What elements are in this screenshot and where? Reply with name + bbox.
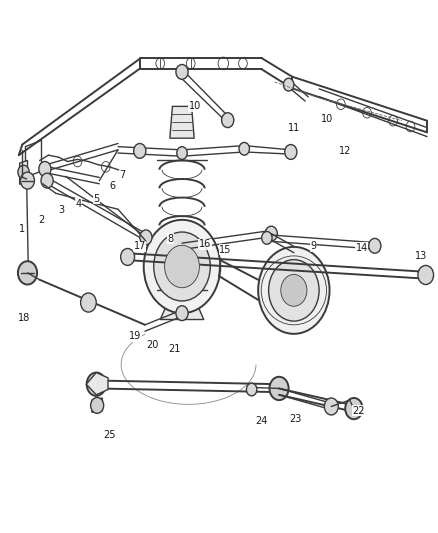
- Circle shape: [269, 377, 289, 400]
- Polygon shape: [170, 107, 194, 138]
- Text: 8: 8: [167, 234, 173, 244]
- Polygon shape: [160, 305, 204, 319]
- Text: 20: 20: [147, 340, 159, 350]
- Text: 17: 17: [134, 241, 146, 252]
- Text: 9: 9: [311, 241, 317, 252]
- Polygon shape: [92, 398, 102, 413]
- Polygon shape: [20, 160, 28, 184]
- Circle shape: [18, 165, 29, 179]
- Text: 13: 13: [415, 251, 427, 261]
- Text: 24: 24: [255, 416, 268, 426]
- Circle shape: [81, 293, 96, 312]
- Text: 19: 19: [129, 332, 141, 342]
- Circle shape: [41, 173, 53, 188]
- Circle shape: [222, 113, 234, 127]
- Circle shape: [140, 230, 152, 245]
- Circle shape: [39, 161, 51, 176]
- Text: 12: 12: [339, 146, 351, 156]
- Circle shape: [283, 78, 294, 91]
- Circle shape: [87, 373, 106, 396]
- Circle shape: [265, 226, 277, 241]
- Text: 22: 22: [352, 406, 364, 416]
- Circle shape: [154, 232, 210, 301]
- Text: 23: 23: [289, 414, 301, 424]
- Circle shape: [239, 142, 250, 155]
- Circle shape: [258, 247, 329, 334]
- Polygon shape: [86, 373, 108, 395]
- Text: 11: 11: [288, 123, 300, 133]
- Text: 14: 14: [356, 243, 368, 253]
- Circle shape: [21, 172, 35, 189]
- Circle shape: [176, 64, 188, 79]
- Circle shape: [134, 143, 146, 158]
- Circle shape: [418, 265, 434, 285]
- Circle shape: [324, 398, 338, 415]
- Circle shape: [176, 306, 188, 320]
- Text: 7: 7: [119, 171, 126, 180]
- Text: 18: 18: [18, 313, 30, 324]
- Text: 21: 21: [169, 344, 181, 354]
- Text: 1: 1: [19, 224, 25, 235]
- Text: 10: 10: [189, 101, 201, 111]
- Text: 25: 25: [103, 430, 116, 440]
- Circle shape: [177, 147, 187, 159]
- Circle shape: [281, 274, 307, 306]
- Circle shape: [165, 245, 199, 288]
- Text: 3: 3: [58, 205, 64, 215]
- Text: 15: 15: [219, 245, 232, 255]
- Circle shape: [91, 398, 104, 414]
- Circle shape: [285, 144, 297, 159]
- Circle shape: [144, 220, 220, 313]
- Text: 2: 2: [38, 215, 45, 225]
- Text: 10: 10: [321, 114, 333, 124]
- Circle shape: [261, 231, 272, 244]
- Text: 16: 16: [199, 239, 211, 249]
- Text: 5: 5: [93, 193, 99, 204]
- Circle shape: [247, 383, 257, 396]
- Circle shape: [268, 260, 319, 321]
- Circle shape: [369, 238, 381, 253]
- Circle shape: [18, 261, 37, 285]
- Text: 4: 4: [76, 199, 82, 209]
- Text: 6: 6: [110, 181, 116, 191]
- Circle shape: [120, 248, 134, 265]
- Circle shape: [345, 398, 363, 419]
